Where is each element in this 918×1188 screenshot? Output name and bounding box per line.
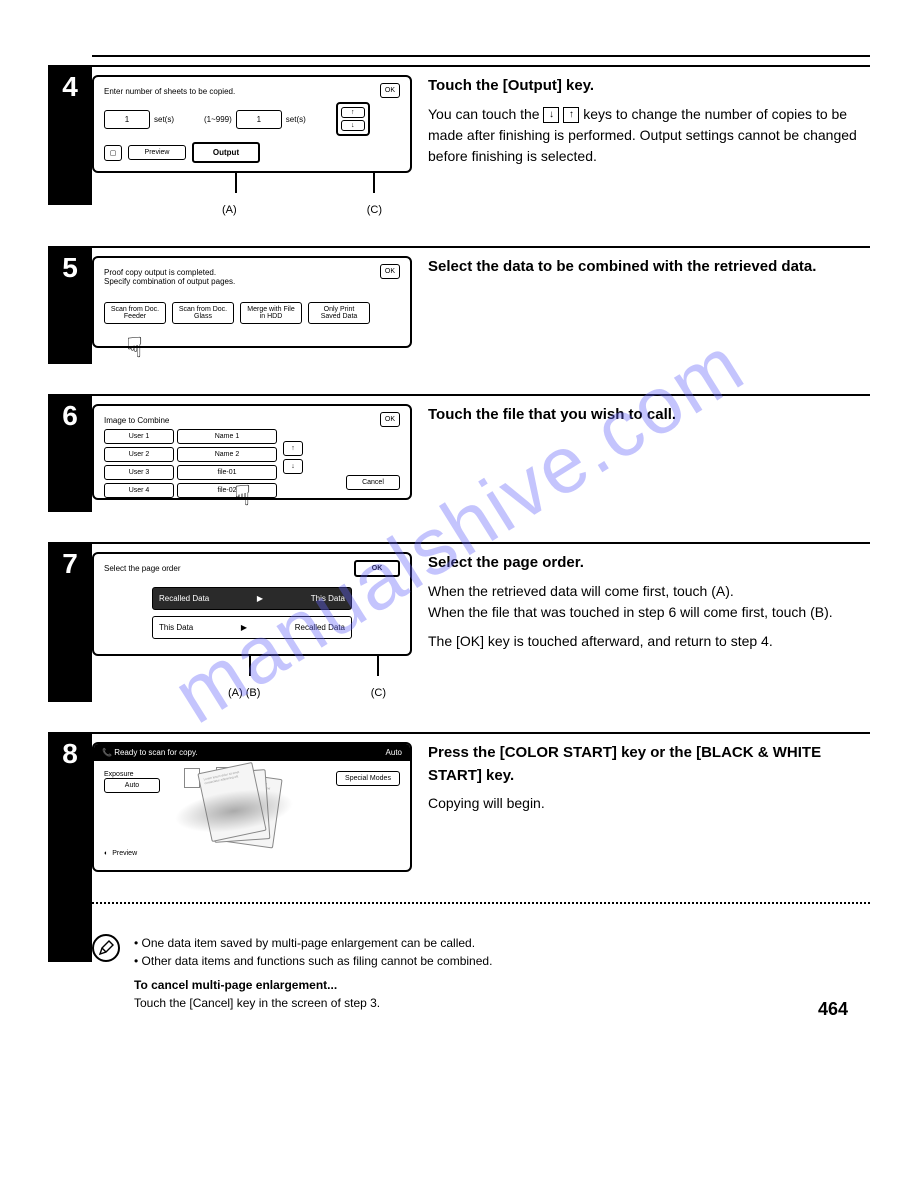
- option-a[interactable]: Recalled Data▶This Data: [152, 587, 352, 610]
- panel-6-label: Image to Combine: [104, 416, 400, 425]
- panel-6: OK Image to Combine User 1Name 1 User 2N…: [92, 404, 412, 500]
- key-up-icon: ↑: [563, 107, 579, 123]
- ok-key-5[interactable]: OK: [380, 264, 400, 279]
- step-8-body: Copying will begin.: [428, 793, 870, 814]
- step-4-title: Touch the [Output] key.: [428, 75, 870, 98]
- setB-suffix: set(s): [286, 115, 306, 124]
- step-5-num: 5: [48, 246, 92, 290]
- pencil-note-icon: [92, 934, 120, 962]
- row-b2[interactable]: Name 2: [177, 447, 277, 462]
- row-a1[interactable]: User 1: [104, 429, 174, 444]
- step-7-num: 7: [48, 542, 92, 586]
- panel-4: OK Enter number of sheets to be copied. …: [92, 75, 412, 173]
- note-line-1: • One data item saved by multi-page enla…: [134, 934, 492, 952]
- key-down-icon: ↓: [543, 107, 559, 123]
- step-6-title: Touch the file that you wish to call.: [428, 404, 870, 427]
- document-stack-icon: Lorem ipsum dolor sit amet adipiscing el…: [204, 771, 284, 841]
- optA-r: This Data: [311, 594, 345, 603]
- step-8-num: 8: [48, 732, 92, 776]
- print-saved-button[interactable]: Only Print Saved Data: [308, 302, 370, 324]
- setB-value: 1: [236, 110, 282, 129]
- step-4-num: 4: [48, 65, 92, 109]
- scan-glass-button[interactable]: Scan from Doc. Glass: [172, 302, 234, 324]
- optA-l: Recalled Data: [159, 594, 209, 603]
- ok-key-6[interactable]: OK: [380, 412, 400, 427]
- finger-icon: ☟: [126, 331, 143, 364]
- callout-7b: (C): [371, 687, 386, 699]
- setA-value: 1: [104, 110, 150, 129]
- arrow-up-icon[interactable]: ↑: [341, 107, 365, 118]
- option-b[interactable]: This Data▶Recalled Data: [152, 616, 352, 639]
- output-button[interactable]: Output: [192, 142, 260, 163]
- step-5-title: Select the data to be combined with the …: [428, 256, 870, 279]
- preview-button[interactable]: Preview: [128, 145, 186, 160]
- row-d2[interactable]: file-02: [177, 483, 277, 498]
- merge-hdd-button[interactable]: Merge with File in HDD: [240, 302, 302, 324]
- setA-suffix: set(s): [154, 115, 174, 124]
- callout-4b: (C): [367, 204, 382, 216]
- row-c1[interactable]: User 3: [104, 465, 174, 480]
- panel-5-label: Proof copy output is completed. Specify …: [104, 268, 400, 286]
- optB-l: This Data: [159, 623, 193, 632]
- step-7-body1: When the retrieved data will come first,…: [428, 581, 870, 623]
- step-6-num: 6: [48, 394, 92, 438]
- setB-label: (1~999): [204, 115, 232, 124]
- row-d1[interactable]: User 4: [104, 483, 174, 498]
- note-line-4: Touch the [Cancel] key in the screen of …: [134, 994, 492, 1012]
- step-7-body2: The [OK] key is touched afterward, and r…: [428, 631, 870, 652]
- special-modes-button[interactable]: Special Modes: [336, 771, 400, 786]
- cancel-button[interactable]: Cancel: [346, 475, 400, 490]
- row-a2[interactable]: Name 1: [177, 429, 277, 444]
- auto-label: Auto: [386, 748, 402, 757]
- arrow-down-icon[interactable]: ↓: [341, 120, 365, 131]
- preview-row: ◐Preview: [104, 850, 137, 857]
- page-number: 464: [818, 999, 848, 1020]
- row-b1[interactable]: User 2: [104, 447, 174, 462]
- note-line-3: To cancel multi-page enlargement...: [134, 976, 492, 994]
- optB-r: Recalled Data: [295, 623, 345, 632]
- list-down-icon[interactable]: ↓: [283, 459, 303, 474]
- note-line-2: • Other data items and functions such as…: [134, 952, 492, 970]
- panel-8-hdr: 📞 Ready to scan for copy.Auto: [94, 744, 410, 761]
- step-7-title: Select the page order.: [428, 552, 870, 575]
- ready-label: Ready to scan for copy.: [114, 748, 197, 757]
- expo-button[interactable]: Auto: [104, 778, 160, 793]
- callout-4a: (A): [222, 204, 237, 216]
- panel-4-label: Enter number of sheets to be copied.: [104, 87, 400, 96]
- preview-icon[interactable]: ▢: [104, 145, 122, 161]
- row-c2[interactable]: file-01: [177, 465, 277, 480]
- expo-label: Exposure: [104, 771, 160, 778]
- ok-key-7[interactable]: OK: [354, 560, 400, 577]
- arrow-keys[interactable]: ↑ ↓: [336, 102, 370, 136]
- step-8-title: Press the [COLOR START] key or the [BLAC…: [428, 742, 870, 787]
- list-up-icon[interactable]: ↑: [283, 441, 303, 456]
- ok-key[interactable]: OK: [380, 83, 400, 98]
- step-4-body-a: You can touch the: [428, 106, 543, 122]
- panel-7: OK Select the page order Recalled Data▶T…: [92, 552, 412, 656]
- callout-7a: (A) (B): [228, 687, 260, 699]
- panel-5: OK Proof copy output is completed. Speci…: [92, 256, 412, 348]
- panel-8: 📞 Ready to scan for copy.Auto Exposure A…: [92, 742, 412, 872]
- scan-feeder-button[interactable]: Scan from Doc. Feeder: [104, 302, 166, 324]
